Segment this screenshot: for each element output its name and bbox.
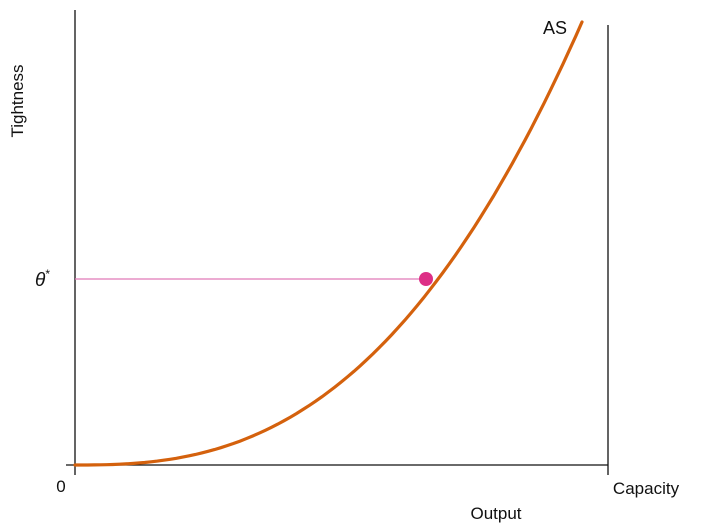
capacity-label: Capacity xyxy=(613,479,680,498)
origin-label: 0 xyxy=(56,477,65,496)
as-curve xyxy=(73,20,584,467)
theta-superscript: * xyxy=(45,267,50,281)
theta-symbol: θ xyxy=(35,270,46,291)
x-axis-label: Output xyxy=(470,504,521,523)
equilibrium-point xyxy=(419,272,433,286)
y-axis-label: Tightness xyxy=(8,64,27,137)
as-curve-label: AS xyxy=(543,18,567,38)
theta-star-label: θ* xyxy=(35,267,50,291)
